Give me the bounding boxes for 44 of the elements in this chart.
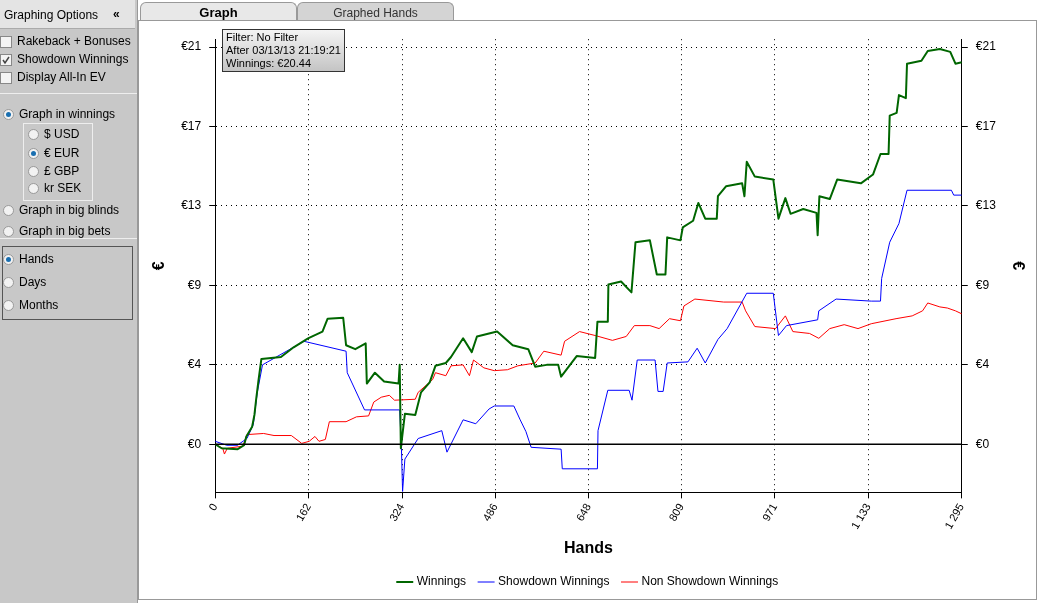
x-axis-title: Hands xyxy=(564,538,614,556)
text: Display All-In EV xyxy=(17,70,106,84)
x-tick-label: 809 xyxy=(666,501,686,524)
x-tick-label: 0 xyxy=(206,501,220,513)
y2-tick-label: €21 xyxy=(975,39,997,54)
y2-tick-label: €0 xyxy=(975,436,990,451)
text: Rakeback + Bonuses xyxy=(17,34,131,48)
x-tick-label: 324 xyxy=(386,501,407,524)
text: $ USD xyxy=(44,127,80,141)
y-tick-label: €0 xyxy=(187,436,202,451)
text: Showdown Winnings xyxy=(17,52,129,66)
text: Days xyxy=(19,275,47,289)
x-tick-label: 162 xyxy=(293,501,313,524)
x-tick-label: 971 xyxy=(759,501,780,524)
y-tick-label: €17 xyxy=(181,118,202,133)
text: Graph in winnings xyxy=(19,107,116,121)
legend-label: Non Showdown Winnings xyxy=(641,574,779,589)
y-tick-label: €21 xyxy=(181,39,202,54)
y2-tick-label: €9 xyxy=(975,277,990,292)
x-tick-label: 1 133 xyxy=(848,501,873,531)
y2-tick-label: €17 xyxy=(975,118,997,133)
y2-tick-label: €4 xyxy=(975,357,990,372)
y2-tick-label: €13 xyxy=(975,198,997,213)
x-tick-label: 486 xyxy=(480,501,500,524)
text: Graph in big blinds xyxy=(19,203,120,217)
y-axis-title: € xyxy=(150,261,168,271)
y-tick-label: €9 xyxy=(187,277,202,292)
text: kr SEK xyxy=(44,181,82,195)
annotation: Winnings: €20.44 xyxy=(226,57,312,70)
legend-label: Winnings xyxy=(416,574,467,589)
y-tick-label: €4 xyxy=(187,357,202,372)
text: £ GBP xyxy=(44,164,80,178)
text: Graph in big bets xyxy=(19,224,111,238)
text: Hands xyxy=(19,252,54,266)
y-tick-label: €13 xyxy=(181,198,202,213)
x-tick-label: 648 xyxy=(573,501,594,524)
text: Graphing Options xyxy=(4,8,99,22)
y2-axis-title: € xyxy=(1009,261,1027,271)
annotation: Filter: No Filter xyxy=(226,31,300,44)
legend-label: Showdown Winnings xyxy=(498,574,610,589)
annotation: After 03/13/13 21:19:21 xyxy=(226,44,341,57)
text: Months xyxy=(19,298,59,312)
text: € EUR xyxy=(44,146,80,160)
text: « xyxy=(113,7,120,21)
